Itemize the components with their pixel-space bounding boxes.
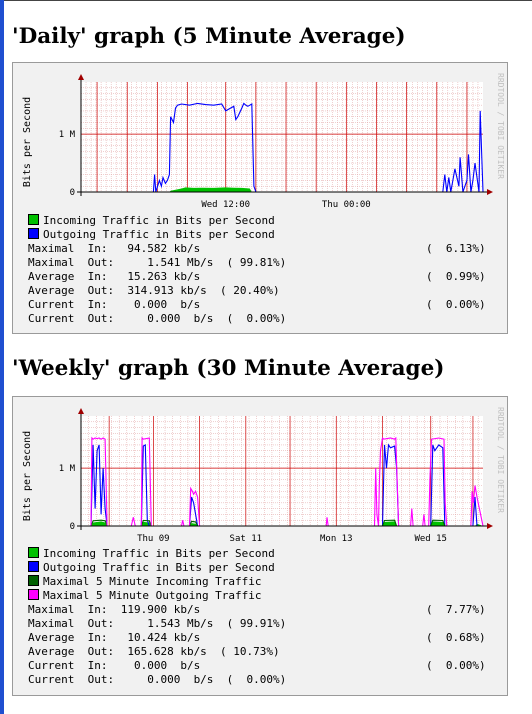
stat-text: Current Out: 0.000 b/s ( 0.00%) [28,673,287,686]
x-tick-label: Mon 13 [320,534,353,544]
series-area-0 [81,187,483,192]
stat-percent: ( 6.13%) [426,242,486,255]
stat-percent: ( 0.99%) [426,270,486,283]
weekly-chart: 0 1 M Thu 09 Sat 11 Mon 13 Wed 15 Bits per Sec… [22,408,493,544]
legend-item: Incoming Traffic in Bits per Second [28,547,275,561]
legend-swatch [28,228,39,239]
legend-label: Outgoing Traffic in Bits per Second [43,561,275,574]
stat-text: Maximal Out: 1.541 Mb/s ( 99.81%) [28,256,287,269]
weekly-graph-title: 'Weekly' graph (30 Minute Average) [12,356,445,381]
series-line-2 [81,519,483,527]
y-tick-label: 0 [70,522,75,532]
legend-swatch [28,547,39,558]
daily-chart: 0 1 M Wed 12:00 Thu 00:00 Bits per Second [22,74,493,210]
top-rule [4,0,532,1]
stat-text: Current Out: 0.000 b/s ( 0.00%) [28,312,287,325]
stat-text: Average Out: 165.628 kb/s ( 10.73%) [28,645,280,658]
x-tick-label: Thu 00:00 [322,200,371,210]
stat-percent: ( 0.68%) [426,631,486,644]
stat-text: Average In: 15.263 kb/s [28,270,201,283]
rrdtool-credit: RRDTOOL / TOBI OETIKER [496,407,505,513]
y-axis-label: Bits per Second [22,97,33,187]
y-tick-label: 1 M [59,130,76,140]
legend-swatch [28,214,39,225]
legend-item: Incoming Traffic in Bits per Second [28,214,275,228]
legend-item: Maximal 5 Minute Incoming Traffic [28,575,275,589]
x-tick-label: Wed 15 [414,534,447,544]
daily-graph-title: 'Daily' graph (5 Minute Average) [12,24,406,49]
weekly-graph-panel: 0 1 M Thu 09 Sat 11 Mon 13 Wed 15 Bits per Sec… [12,396,508,696]
x-axis-arrow [487,189,493,195]
x-tick-label: Thu 09 [137,534,170,544]
legend-item: Maximal 5 Minute Outgoing Traffic [28,589,275,603]
legend-swatch [28,575,39,586]
legend-label: Maximal 5 Minute Outgoing Traffic [43,589,262,602]
y-axis-arrow [78,74,84,80]
legend-label: Maximal 5 Minute Incoming Traffic [43,575,262,588]
x-tick-label: Wed 12:00 [201,200,250,210]
stat-text: Average Out: 314.913 kb/s ( 20.40%) [28,284,280,297]
series-line-1 [81,443,483,527]
stat-percent: ( 0.00%) [426,298,486,311]
legend-swatch [28,561,39,572]
y-axis-arrow [78,408,84,414]
legend-item: Outgoing Traffic in Bits per Second [28,561,275,575]
weekly-legend: Incoming Traffic in Bits per Second Outgo… [28,547,275,603]
daily-graph-panel: 0 1 M Wed 12:00 Thu 00:00 Bits per Second RR… [12,62,508,334]
legend-label: Incoming Traffic in Bits per Second [43,547,275,560]
x-axis-arrow [487,523,493,529]
plot-area [81,416,483,526]
legend-item: Outgoing Traffic in Bits per Second [28,228,275,242]
legend-label: Incoming Traffic in Bits per Second [43,214,275,227]
daily-legend: Incoming Traffic in Bits per Second Outgo… [28,214,275,242]
stat-percent: ( 0.00%) [426,659,486,672]
legend-swatch [28,589,39,600]
stat-text: Average In: 10.424 kb/s [28,631,201,644]
stat-text: Current In: 0.000 b/s [28,659,201,672]
y-tick-label: 1 M [59,464,76,474]
rrdtool-credit: RRDTOOL / TOBI OETIKER [496,73,505,179]
legend-label: Outgoing Traffic in Bits per Second [43,228,275,241]
left-accent-bar [0,0,4,714]
x-tick-label: Sat 11 [230,534,263,544]
y-tick-label: 0 [70,188,75,198]
stat-text: Maximal Out: 1.543 Mb/s ( 99.91%) [28,617,287,630]
y-axis-label: Bits per Second [22,431,33,521]
stat-text: Maximal In: 94.582 kb/s [28,242,201,255]
stat-percent: ( 7.77%) [426,603,486,616]
stat-text: Maximal In: 119.900 kb/s [28,603,201,616]
stat-text: Current In: 0.000 b/s [28,298,201,311]
